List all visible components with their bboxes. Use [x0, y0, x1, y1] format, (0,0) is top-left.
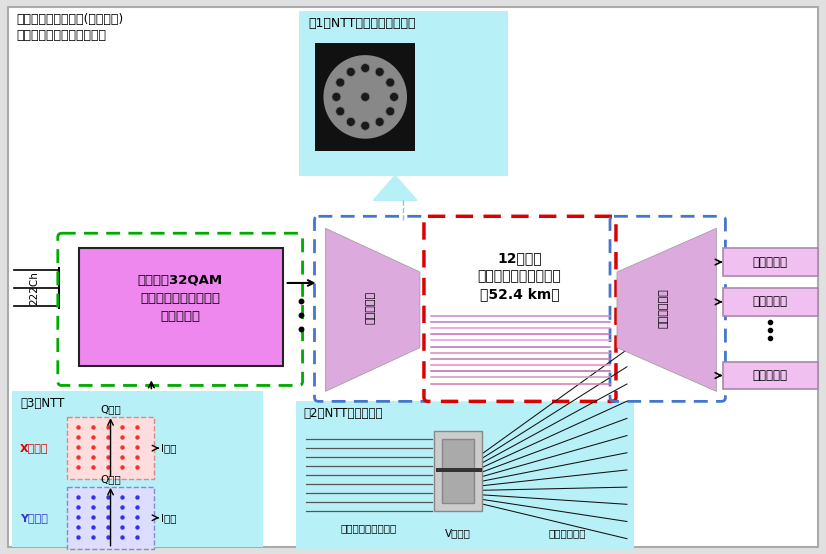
Text: マルチコア光ファイバ: マルチコア光ファイバ — [477, 269, 562, 283]
Circle shape — [375, 68, 384, 76]
Text: （1）NTT・フジクラ・北大: （1）NTT・フジクラ・北大 — [309, 17, 416, 30]
Text: ：空間多重の提唱・拡張性: ：空間多重の提唱・拡張性 — [16, 29, 106, 42]
Text: I成分: I成分 — [161, 443, 177, 453]
Circle shape — [361, 64, 370, 73]
Text: 光受信回路: 光受信回路 — [752, 295, 788, 309]
Text: I成分: I成分 — [161, 513, 177, 523]
Text: デンマーク工科大学(盛岡教授): デンマーク工科大学(盛岡教授) — [16, 13, 123, 26]
Circle shape — [390, 93, 399, 101]
Text: （52.4 km）: （52.4 km） — [480, 287, 559, 301]
Bar — [434, 431, 482, 511]
Circle shape — [346, 117, 355, 126]
Bar — [724, 288, 818, 316]
Text: （3）NTT: （3）NTT — [20, 397, 64, 411]
Text: 222Ch: 222Ch — [29, 271, 39, 305]
Polygon shape — [373, 176, 417, 201]
Text: 光送信回路: 光送信回路 — [160, 310, 200, 324]
Text: 光受信回路: 光受信回路 — [752, 255, 788, 269]
Bar — [436, 468, 482, 472]
Bar — [316, 43, 415, 151]
Text: 光受信回路: 光受信回路 — [752, 369, 788, 382]
Bar — [67, 417, 154, 479]
Circle shape — [361, 121, 370, 130]
Text: 細径ファイバ: 細径ファイバ — [548, 528, 586, 538]
Circle shape — [386, 107, 395, 116]
Bar — [724, 248, 818, 276]
Circle shape — [336, 78, 344, 87]
Text: ファンアウト: ファンアウト — [659, 288, 669, 328]
Bar — [442, 439, 473, 503]
Polygon shape — [617, 228, 716, 392]
Bar — [298, 11, 507, 176]
Bar — [12, 392, 263, 547]
Text: 12コア・: 12コア・ — [497, 251, 542, 265]
Text: X偏波：: X偏波： — [20, 443, 49, 453]
Text: （2）NTT・フジクラ: （2）NTT・フジクラ — [303, 407, 383, 420]
Text: Q成分: Q成分 — [100, 404, 121, 414]
Circle shape — [346, 68, 355, 76]
Circle shape — [375, 117, 384, 126]
Bar — [67, 487, 154, 548]
Text: 偏波多重32QAM: 偏波多重32QAM — [138, 274, 223, 288]
Text: ファンイン: ファンイン — [365, 291, 375, 325]
Bar — [724, 362, 818, 389]
Text: デジタルコヒーレント: デジタルコヒーレント — [140, 293, 221, 305]
Circle shape — [386, 78, 395, 87]
Bar — [78, 248, 282, 366]
Circle shape — [336, 107, 344, 116]
Text: Q成分: Q成分 — [100, 474, 121, 484]
FancyBboxPatch shape — [424, 216, 616, 402]
Circle shape — [332, 93, 341, 101]
Text: V溝基板: V溝基板 — [445, 528, 471, 538]
Text: マルチコアファイバ: マルチコアファイバ — [340, 523, 396, 533]
Circle shape — [324, 55, 407, 138]
Text: Y偏波：: Y偏波： — [20, 513, 48, 523]
Circle shape — [361, 93, 370, 101]
Polygon shape — [325, 228, 420, 392]
Bar — [296, 402, 634, 548]
